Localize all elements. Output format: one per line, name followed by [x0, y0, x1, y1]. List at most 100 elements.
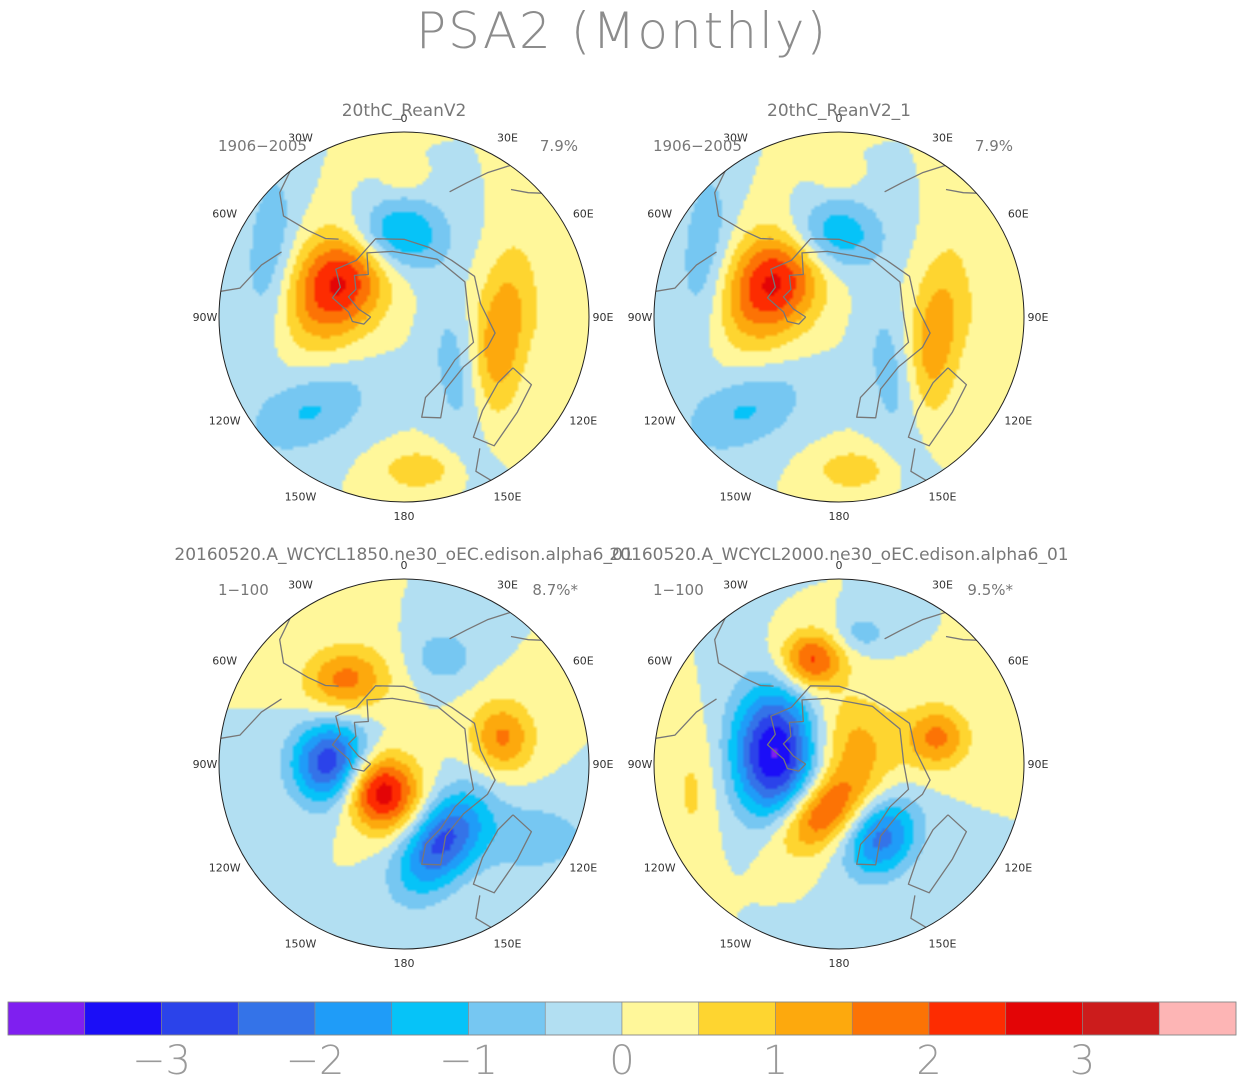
lon-label: 180 [394, 957, 415, 970]
coastline-6 [472, 367, 533, 447]
coastlines [655, 164, 977, 481]
coastline-1 [766, 238, 931, 419]
lon-label: 30W [723, 579, 748, 592]
lon-label: 30W [288, 132, 313, 145]
panel-1: 0 30E 60E 90E 120E 150E 180 150W 120W 90W 60W 30W 20… [193, 101, 614, 523]
lon-label: 60W [212, 208, 237, 221]
field-map [219, 132, 589, 502]
panel-years: 1−100 [218, 581, 269, 599]
panel-variance: 8.7%* [532, 581, 578, 599]
lon-label: 150W [285, 937, 317, 950]
colorbar-swatch [621, 1001, 700, 1036]
panel-title: 20thC_ReanV2 [342, 101, 467, 121]
panels: 0 30E 60E 90E 120E 150E 180 150W 120W 90W 60W 30W 20… [174, 101, 1068, 970]
coastline-7 [910, 895, 927, 928]
coastline-6 [907, 814, 968, 894]
lon-label: 60W [212, 655, 237, 668]
lon-label: 60E [1008, 655, 1029, 668]
coastline-2 [714, 617, 774, 687]
coastline-4 [449, 164, 511, 193]
lon-label: 0 [836, 559, 843, 572]
coastline-3 [655, 698, 717, 739]
coastline-3 [220, 251, 282, 292]
coastline-2 [714, 170, 774, 240]
lon-label: 60W [647, 208, 672, 221]
coastline-1 [766, 685, 931, 866]
coastlines [220, 164, 542, 481]
lon-label: 90E [593, 758, 614, 771]
coastline-4 [884, 611, 946, 640]
colorbar-swatch [1158, 1001, 1237, 1036]
colorbar-tick-label: 0 [609, 1038, 634, 1082]
lon-label: 120W [644, 415, 676, 428]
map-border [653, 578, 1025, 950]
map-border [218, 131, 590, 503]
field-map [654, 132, 1024, 502]
field-map [654, 579, 1024, 949]
colorbar-swatch [698, 1001, 776, 1036]
lon-label: 150E [494, 490, 522, 503]
coastline-5 [945, 188, 977, 194]
colorbar-swatch [544, 1001, 623, 1036]
lon-label: 60E [1008, 208, 1029, 221]
panel-years: 1−100 [653, 581, 704, 599]
coastline-7 [910, 448, 927, 481]
lon-label: 90E [593, 311, 614, 324]
panel-title: 20160520.A_WCYCL1850.ne30_oEC.edison.alp… [174, 545, 633, 565]
lon-label: 120W [644, 862, 676, 875]
colorbar-swatch [928, 1001, 1007, 1036]
lon-label: 120E [569, 415, 597, 428]
lon-label: 60W [647, 655, 672, 668]
lon-label: 120W [209, 415, 241, 428]
field-map [219, 579, 589, 949]
lon-label: 120E [1004, 415, 1032, 428]
coastline-4 [449, 611, 511, 640]
panel-title: 20160520.A_WCYCL2000.ne30_oEC.edison.alp… [609, 545, 1068, 565]
lon-label: 150W [720, 490, 752, 503]
panel-2: 0 30E 60E 90E 120E 150E 180 150W 120W 90W 60W 30W 20… [628, 101, 1049, 523]
coastlines [220, 611, 542, 928]
coastline-4 [884, 164, 946, 193]
coastline-5 [510, 635, 542, 641]
colorbar-tick-label: −2 [286, 1038, 345, 1082]
colorbar-swatch [161, 1001, 239, 1036]
lon-label: 0 [401, 559, 408, 572]
colorbar-swatch [851, 1001, 930, 1036]
colorbar-swatch [1005, 1001, 1083, 1036]
lon-label: 90W [628, 758, 653, 771]
coastline-1 [331, 238, 496, 419]
coastline-5 [945, 635, 977, 641]
lon-label: 180 [829, 957, 850, 970]
colorbar-frame [7, 1001, 1237, 1036]
lon-label: 30E [932, 579, 953, 592]
colorbar-swatch [1082, 1001, 1160, 1036]
lon-label: 90W [628, 311, 653, 324]
lon-label: 30E [497, 132, 518, 145]
map-border [653, 131, 1025, 503]
panel-variance: 9.5%* [967, 581, 1013, 599]
coastline-6 [907, 367, 968, 447]
lon-label: 150E [929, 937, 957, 950]
colorbar-tick-label: 1 [763, 1038, 788, 1082]
coastline-7 [475, 895, 492, 928]
colorbar-swatch [775, 1001, 853, 1036]
colorbar-swatch [468, 1001, 546, 1036]
colorbar: −3 −2 −1 0 1 2 3 [7, 1001, 1237, 1082]
lon-label: 60E [573, 655, 594, 668]
lon-label: 30E [497, 579, 518, 592]
lon-label: 90E [1028, 758, 1049, 771]
colorbar-swatch [237, 1001, 316, 1036]
panel-3: 0 30E 60E 90E 120E 150E 180 150W 120W 90W 60W 30W 20… [174, 545, 633, 970]
lon-label: 150E [494, 937, 522, 950]
coastline-1 [331, 685, 496, 866]
chart-title: PSA2 (Monthly) [416, 2, 828, 60]
panel-variance: 7.9% [540, 137, 578, 155]
colorbar-swatch [314, 1001, 393, 1036]
panel-years: 1906−2005 [218, 137, 307, 155]
lon-label: 0 [401, 112, 408, 125]
lon-label: 120W [209, 862, 241, 875]
lon-label: 60E [573, 208, 594, 221]
lon-label: 90E [1028, 311, 1049, 324]
coastline-6 [472, 814, 533, 894]
